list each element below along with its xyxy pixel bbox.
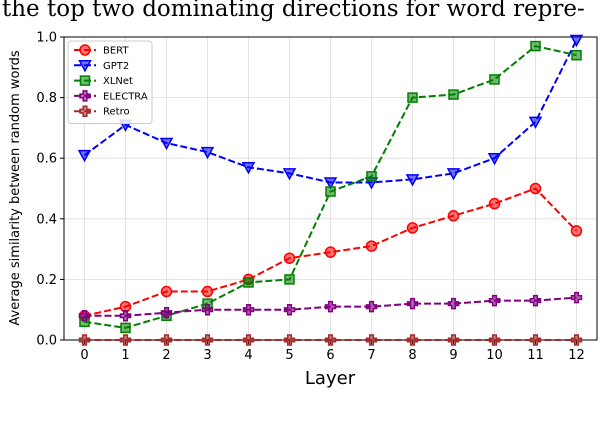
y-tick-label: 0.8 xyxy=(36,91,57,106)
marker xyxy=(406,222,419,234)
x-tick-label: 1 xyxy=(121,348,129,363)
marker xyxy=(488,197,501,210)
y-tick-label: 0.2 xyxy=(36,273,57,288)
marker xyxy=(570,334,583,346)
x-axis-label: Layer xyxy=(305,368,356,389)
marker xyxy=(447,210,460,222)
marker xyxy=(160,334,173,346)
marker xyxy=(530,40,541,52)
marker xyxy=(529,182,542,195)
legend-label: XLNet xyxy=(103,76,133,87)
marker xyxy=(283,303,296,316)
marker xyxy=(570,291,583,304)
marker xyxy=(283,334,296,346)
marker xyxy=(159,137,174,151)
marker xyxy=(201,303,214,316)
marker xyxy=(489,74,500,85)
marker xyxy=(282,168,297,181)
marker xyxy=(79,105,91,117)
x-tick-label: 10 xyxy=(486,348,503,363)
marker xyxy=(79,44,91,56)
x-tick-label: 12 xyxy=(568,348,585,363)
x-tick-label: 7 xyxy=(367,348,375,363)
marker xyxy=(324,246,337,258)
caption: the top two dominating directions for wo… xyxy=(2,0,585,22)
marker xyxy=(529,334,542,346)
x-tick-label: 4 xyxy=(244,348,252,363)
marker xyxy=(201,285,214,298)
x-tick-label: 6 xyxy=(326,348,334,363)
marker xyxy=(570,225,583,237)
marker xyxy=(447,334,460,346)
marker xyxy=(487,152,502,166)
x-tick-label: 9 xyxy=(449,348,457,363)
marker xyxy=(324,300,337,313)
marker xyxy=(447,297,460,310)
y-tick-label: 0.4 xyxy=(36,212,57,227)
marker xyxy=(488,294,501,307)
marker xyxy=(242,303,255,316)
marker xyxy=(160,306,173,319)
marker xyxy=(78,334,91,346)
marker xyxy=(406,297,419,310)
marker xyxy=(160,285,173,298)
legend-label: ELECTRA xyxy=(103,91,148,102)
marker xyxy=(79,90,91,102)
marker xyxy=(78,310,91,322)
marker xyxy=(529,294,542,307)
marker xyxy=(569,34,584,48)
marker xyxy=(528,116,543,129)
y-tick-label: 1.0 xyxy=(36,31,57,46)
marker xyxy=(407,92,418,103)
marker xyxy=(200,146,215,160)
marker xyxy=(448,89,459,100)
legend: BERT GPT2 XLNet ELECTRA Retro xyxy=(67,40,153,124)
marker xyxy=(323,177,338,190)
marker xyxy=(78,60,92,73)
legend-label: GPT2 xyxy=(103,61,129,72)
marker xyxy=(119,310,132,322)
marker xyxy=(325,186,336,197)
marker xyxy=(324,334,337,346)
marker xyxy=(201,334,214,346)
marker xyxy=(241,162,256,175)
marker xyxy=(365,300,378,313)
marker xyxy=(242,334,255,346)
x-tick-label: 2 xyxy=(162,348,170,363)
y-axis-label: Average similarity between random words xyxy=(8,50,23,325)
marker xyxy=(283,252,296,264)
marker xyxy=(406,334,419,346)
marker xyxy=(284,274,295,285)
x-tick-label: 11 xyxy=(527,348,544,363)
marker xyxy=(243,277,254,288)
marker xyxy=(446,168,461,181)
y-tick-label: 0.6 xyxy=(36,152,57,167)
legend-label: Retro xyxy=(103,107,130,118)
marker xyxy=(365,334,378,346)
x-tick-label: 3 xyxy=(203,348,211,363)
marker xyxy=(366,171,377,182)
marker xyxy=(488,334,501,346)
marker xyxy=(119,334,132,346)
marker xyxy=(120,322,131,334)
marker xyxy=(79,75,91,86)
legend-label: BERT xyxy=(103,46,129,57)
y-tick-label: 0.0 xyxy=(36,334,57,349)
marker xyxy=(571,49,582,61)
marker xyxy=(405,174,420,187)
x-tick-label: 5 xyxy=(285,348,293,363)
marker xyxy=(77,149,92,163)
x-tick-label: 8 xyxy=(408,348,416,363)
marker xyxy=(365,240,378,252)
x-tick-label: 0 xyxy=(80,348,88,363)
